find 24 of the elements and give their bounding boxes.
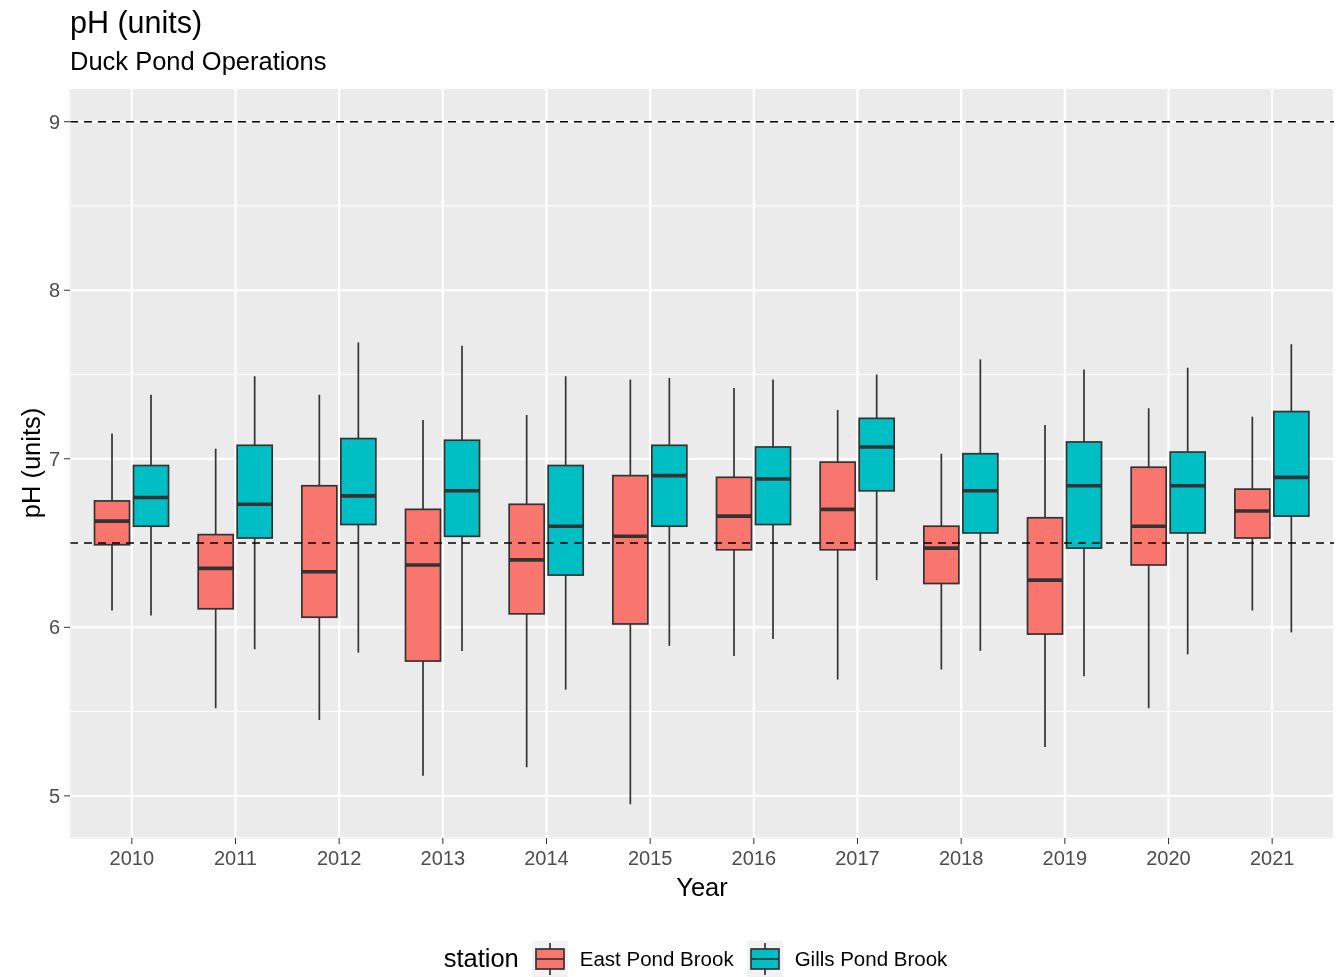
- y-tick-label: 7: [48, 447, 60, 470]
- x-axis-title: Year: [676, 873, 729, 901]
- chart-title: pH (units): [70, 5, 203, 39]
- x-tick-label: 2011: [213, 847, 258, 870]
- legend-title: station: [443, 944, 519, 973]
- x-tick-label: 2018: [938, 847, 984, 870]
- x-tick-label: 2019: [1042, 847, 1088, 870]
- x-tick-label: 2014: [524, 847, 569, 870]
- chart-subtitle: Duck Pond Operations: [70, 46, 327, 76]
- y-tick-label: 8: [48, 279, 60, 302]
- legend-label: Gills Pond Brook: [794, 946, 948, 971]
- y-tick-label: 6: [48, 616, 60, 639]
- x-tick-label: 2010: [109, 847, 155, 870]
- x-tick-label: 2012: [316, 847, 362, 870]
- y-tick-label: 5: [48, 784, 60, 807]
- x-tick-label: 2015: [627, 847, 673, 870]
- legend-label: East Pond Brook: [579, 946, 734, 971]
- x-tick-label: 2016: [731, 847, 777, 870]
- x-tick-label: 2020: [1146, 847, 1191, 870]
- x-tick-label: 2021: [1249, 847, 1295, 870]
- y-tick-label: 9: [48, 110, 60, 133]
- x-tick-label: 2017: [835, 847, 880, 870]
- y-axis-title: pH (units): [17, 407, 46, 519]
- x-tick-label: 2013: [420, 847, 466, 870]
